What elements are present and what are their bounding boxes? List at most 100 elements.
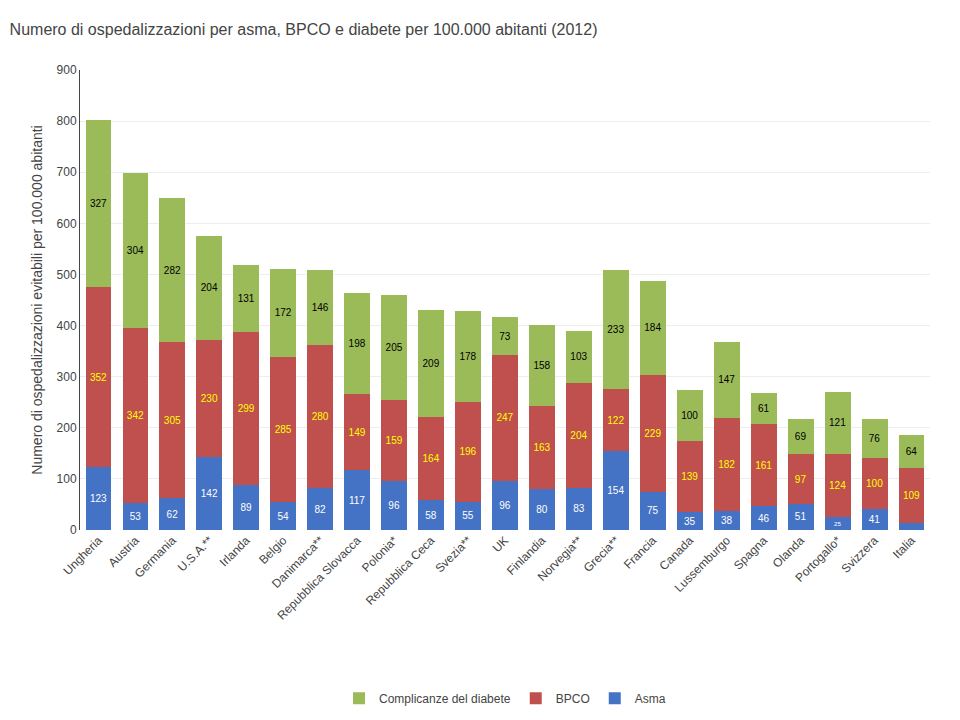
- svg-text:103: 103: [570, 351, 587, 362]
- svg-text:Germania: Germania: [132, 533, 179, 580]
- svg-text:55: 55: [462, 510, 474, 521]
- svg-text:400: 400: [57, 319, 77, 333]
- svg-text:83: 83: [573, 503, 585, 514]
- svg-text:46: 46: [758, 513, 770, 524]
- svg-text:41: 41: [869, 514, 881, 525]
- svg-text:146: 146: [312, 302, 329, 313]
- svg-text:Italia: Italia: [890, 533, 918, 561]
- svg-text:Norvegia**: Norvegia**: [535, 533, 586, 584]
- svg-text:61: 61: [758, 403, 770, 414]
- svg-text:147: 147: [718, 374, 735, 385]
- svg-text:122: 122: [607, 415, 624, 426]
- svg-text:Polonia*: Polonia*: [359, 533, 401, 575]
- svg-text:Lussemburgo: Lussemburgo: [672, 533, 734, 595]
- svg-text:121: 121: [829, 417, 846, 428]
- svg-text:352: 352: [90, 372, 107, 383]
- svg-text:58: 58: [425, 510, 437, 521]
- svg-text:163: 163: [533, 442, 550, 453]
- svg-text:327: 327: [90, 198, 107, 209]
- svg-text:Asma: Asma: [635, 692, 666, 706]
- svg-text:285: 285: [275, 424, 292, 435]
- svg-text:164: 164: [423, 453, 440, 464]
- svg-text:Finlandia: Finlandia: [504, 533, 549, 578]
- svg-text:800: 800: [57, 114, 77, 128]
- svg-text:161: 161: [755, 460, 772, 471]
- svg-text:158: 158: [533, 360, 550, 371]
- svg-text:35: 35: [684, 516, 696, 527]
- svg-text:Danimarca**: Danimarca**: [269, 533, 327, 591]
- svg-text:64: 64: [906, 446, 918, 457]
- svg-text:305: 305: [164, 415, 181, 426]
- svg-text:BPCO: BPCO: [556, 692, 590, 706]
- svg-text:100: 100: [866, 478, 883, 489]
- svg-text:Ungheria: Ungheria: [61, 533, 106, 578]
- svg-text:Complicanze del diabete: Complicanze del diabete: [379, 692, 511, 706]
- svg-text:282: 282: [164, 265, 181, 276]
- svg-text:142: 142: [201, 488, 218, 499]
- svg-text:900: 900: [57, 63, 77, 77]
- svg-text:0: 0: [70, 523, 77, 537]
- svg-text:Svizzera: Svizzera: [838, 533, 881, 576]
- svg-text:198: 198: [349, 338, 366, 349]
- svg-text:62: 62: [167, 509, 179, 520]
- svg-text:UK: UK: [490, 533, 512, 555]
- svg-text:97: 97: [795, 474, 807, 485]
- svg-text:76: 76: [869, 433, 881, 444]
- svg-text:53: 53: [130, 511, 142, 522]
- svg-text:U.S.A.**: U.S.A.**: [175, 533, 216, 574]
- svg-text:38: 38: [721, 515, 733, 526]
- svg-text:178: 178: [459, 351, 476, 362]
- svg-text:Repubblica Ceca: Repubblica Ceca: [363, 533, 438, 608]
- svg-text:100: 100: [681, 410, 698, 421]
- svg-text:209: 209: [423, 358, 440, 369]
- svg-text:300: 300: [57, 370, 77, 384]
- svg-text:123: 123: [90, 493, 107, 504]
- svg-text:96: 96: [499, 500, 511, 511]
- svg-text:200: 200: [57, 421, 77, 435]
- svg-text:159: 159: [386, 435, 403, 446]
- svg-text:Irlanda: Irlanda: [217, 533, 253, 569]
- svg-text:600: 600: [57, 217, 77, 231]
- svg-text:82: 82: [314, 504, 326, 515]
- svg-text:Belgio: Belgio: [256, 533, 290, 567]
- svg-text:109: 109: [903, 490, 920, 501]
- svg-text:75: 75: [647, 505, 659, 516]
- svg-text:205: 205: [386, 342, 403, 353]
- svg-text:96: 96: [388, 500, 400, 511]
- svg-text:247: 247: [496, 412, 513, 423]
- svg-text:51: 51: [795, 511, 807, 522]
- svg-text:80: 80: [536, 504, 548, 515]
- svg-text:Numero di ospedalizzazioni per: Numero di ospedalizzazioni per asma, BPC…: [10, 21, 598, 38]
- svg-text:204: 204: [570, 430, 587, 441]
- svg-text:25: 25: [834, 520, 841, 527]
- svg-text:204: 204: [201, 282, 218, 293]
- svg-text:299: 299: [238, 403, 255, 414]
- svg-text:73: 73: [499, 331, 511, 342]
- svg-text:Francia: Francia: [621, 533, 659, 571]
- svg-text:139: 139: [681, 471, 698, 482]
- svg-text:Canada: Canada: [657, 533, 697, 573]
- svg-text:149: 149: [349, 427, 366, 438]
- svg-text:89: 89: [241, 502, 253, 513]
- svg-text:184: 184: [644, 322, 661, 333]
- svg-text:Austria: Austria: [105, 533, 142, 570]
- svg-text:117: 117: [349, 495, 365, 506]
- svg-text:229: 229: [644, 428, 661, 439]
- svg-text:304: 304: [127, 245, 144, 256]
- svg-text:700: 700: [57, 165, 77, 179]
- svg-text:100: 100: [57, 472, 77, 486]
- svg-text:131: 131: [238, 293, 255, 304]
- svg-text:233: 233: [607, 324, 624, 335]
- svg-text:342: 342: [127, 410, 144, 421]
- svg-text:500: 500: [57, 268, 77, 282]
- svg-text:Numero di ospedalizzazioni evi: Numero di ospedalizzazioni evitabili per…: [29, 125, 45, 474]
- svg-text:69: 69: [795, 431, 807, 442]
- svg-text:280: 280: [312, 411, 329, 422]
- svg-text:196: 196: [459, 446, 476, 457]
- svg-text:124: 124: [829, 480, 846, 491]
- svg-text:230: 230: [201, 393, 218, 404]
- svg-text:Svezia**: Svezia**: [432, 533, 474, 575]
- svg-text:172: 172: [275, 307, 292, 318]
- svg-text:Portogallo*: Portogallo*: [793, 533, 845, 585]
- svg-text:154: 154: [607, 485, 624, 496]
